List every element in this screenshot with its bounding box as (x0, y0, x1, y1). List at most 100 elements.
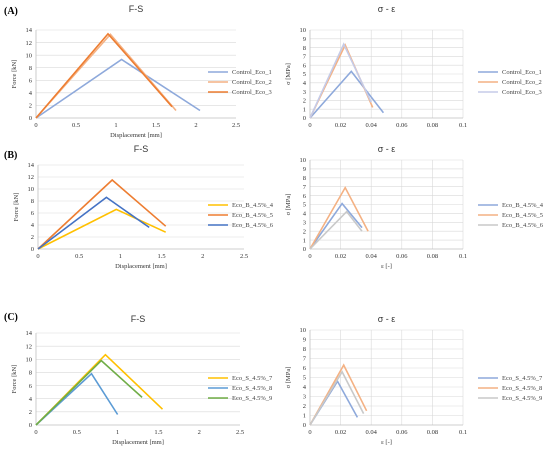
x-tick-label: 0.1 (459, 253, 467, 260)
y-tick-label: 2 (31, 234, 34, 241)
y-tick-label: 5 (303, 71, 306, 78)
y-tick-label: 10 (300, 27, 307, 34)
y-tick-label: 2 (303, 228, 306, 235)
y-tick-label: 4 (31, 222, 35, 229)
x-tick-label: 2.5 (240, 253, 248, 260)
x-axis-label: Displacement [mm] (112, 439, 164, 446)
y-tick-label: 1 (303, 413, 306, 420)
y-axis-label: σ [MPa] (285, 194, 292, 216)
x-tick-label: 0.06 (396, 253, 408, 260)
x-tick-label: 1.5 (158, 253, 166, 260)
x-tick-label: 0.04 (366, 122, 378, 129)
legend-label: Eco_S_4.5%_7 (232, 375, 273, 382)
legend-label: Control_Eco_3 (232, 89, 272, 96)
legend-label: Eco_S_4.5%_8 (232, 385, 272, 392)
x-tick-label: 0.04 (366, 429, 378, 436)
series-line (309, 185, 369, 250)
y-tick-label: 6 (303, 62, 307, 69)
y-tick-label: 10 (300, 327, 307, 334)
y-axis-label: σ [MPa] (285, 367, 292, 389)
x-tick-label: 1.5 (152, 122, 160, 129)
y-tick-label: 9 (303, 36, 306, 43)
series-line (35, 58, 201, 119)
y-tick-label: 12 (28, 174, 35, 181)
y-tick-label: 6 (303, 193, 307, 200)
x-tick-label: 0.5 (75, 253, 83, 260)
x-axis-label: Displacement [mm] (110, 132, 162, 139)
y-tick-label: 8 (303, 346, 306, 353)
x-tick-label: 0.1 (459, 122, 467, 129)
y-tick-label: 7 (303, 54, 307, 61)
x-tick-label: 0.02 (335, 122, 346, 129)
series-line (35, 353, 164, 426)
y-tick-label: 2 (303, 403, 306, 410)
y-tick-label: 4 (303, 80, 307, 87)
chart-title: F-S (131, 314, 146, 324)
y-tick-label: 8 (303, 175, 306, 182)
series-line (309, 363, 368, 426)
x-axis-label: ε [-] (381, 263, 392, 270)
chart-a-se: σ - ε 0 12 3 4 5 67 8 9 10 0 0.02 0.04 0.06 0.08 0.1 σ [… (285, 4, 542, 129)
y-tick-label: 3 (303, 394, 306, 401)
y-tick-label: 10 (300, 157, 307, 164)
x-tick-label: 0.08 (427, 122, 438, 129)
y-tick-label: 0 (29, 115, 32, 122)
y-tick-label: 0 (31, 246, 34, 253)
legend-label: Eco_B_4.5%_5 (502, 212, 543, 219)
chart-title: F-S (129, 4, 144, 14)
legend-label: Eco_S_4.5%_9 (232, 395, 272, 402)
y-axis-label: Force [kN] (11, 60, 18, 89)
y-tick-label: 4 (303, 384, 307, 391)
chart-c-fs: (C) F-S 0 2 4 6 8 10 12 14 0 0.5 1 1.5 2 2.5 Displacemen… (4, 312, 273, 446)
x-tick-label: 1.5 (154, 429, 162, 436)
y-tick-label: 14 (28, 162, 35, 169)
series-line (37, 196, 150, 250)
series-line (309, 370, 365, 426)
y-tick-label: 5 (303, 375, 306, 382)
y-tick-label: 4 (303, 211, 307, 218)
x-tick-label: 0 (308, 253, 311, 260)
series-line (309, 202, 363, 250)
y-tick-label: 6 (29, 77, 33, 84)
legend-label: Control_Eco_1 (232, 69, 272, 76)
y-tick-label: 0 (303, 422, 306, 429)
y-tick-label: 3 (303, 89, 306, 96)
chart-title: F-S (134, 144, 149, 154)
y-tick-label: 0 (29, 422, 32, 429)
x-tick-label: 0.5 (72, 122, 80, 129)
legend-label: Control_Eco_2 (232, 79, 272, 86)
y-tick-label: 8 (29, 370, 32, 377)
legend-label: Eco_S_4.5%_7 (502, 375, 543, 382)
series-line (37, 208, 167, 250)
series-line (35, 32, 173, 119)
y-tick-label: 6 (303, 365, 307, 372)
y-tick-label: 8 (31, 198, 34, 205)
y-tick-label: 14 (26, 27, 33, 34)
y-tick-label: 6 (31, 210, 35, 217)
x-tick-label: 0.02 (335, 253, 346, 260)
legend-label: Control_Eco_3 (502, 89, 542, 96)
panel-label: (A) (4, 6, 18, 17)
legend-label: Eco_B_4.5%_4 (232, 202, 274, 209)
legend-label: Eco_B_4.5%_6 (232, 222, 274, 229)
y-tick-label: 8 (29, 65, 32, 72)
y-tick-label: 9 (303, 337, 306, 344)
panel-label: (C) (4, 312, 18, 323)
y-tick-label: 4 (29, 90, 33, 97)
x-axis-label: ε [-] (381, 439, 392, 446)
y-axis-label: Force [kN] (13, 193, 20, 222)
x-tick-label: 0.08 (427, 429, 438, 436)
legend-label: Control_Eco_1 (502, 69, 542, 76)
series-line (309, 42, 372, 119)
x-tick-label: 2.5 (232, 122, 240, 129)
legend-label: Eco_B_4.5%_6 (502, 222, 544, 229)
legend-label: Eco_S_4.5%_9 (502, 395, 542, 402)
chart-a-fs: (A) F-S 0 2 4 6 8 10 12 14 0 0.5 1 1.5 2 2.5 Displacemen… (4, 4, 272, 139)
series-line (37, 178, 167, 250)
x-tick-label: 0 (34, 122, 37, 129)
y-tick-label: 0 (303, 246, 306, 253)
x-axis-label: Displacement [mm] (115, 263, 167, 270)
x-tick-label: 1 (114, 122, 117, 129)
y-tick-label: 7 (303, 184, 307, 191)
